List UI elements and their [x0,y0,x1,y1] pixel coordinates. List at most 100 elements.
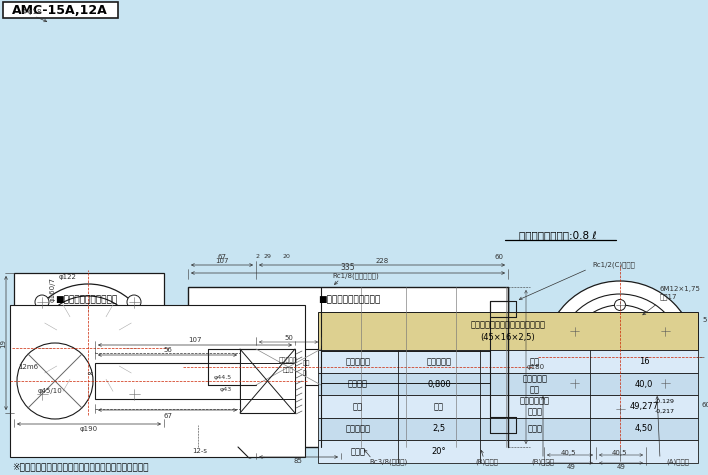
Circle shape [127,295,141,309]
Circle shape [247,452,253,458]
Text: 歯数: 歯数 [530,357,540,366]
Circle shape [615,300,625,311]
Circle shape [35,387,49,401]
Bar [256,349,321,385]
Text: 16: 16 [639,357,649,366]
Circle shape [650,350,664,364]
Text: 6M12×1,75
深さ17: 6M12×1,75 深さ17 [660,285,701,300]
Circle shape [594,331,646,383]
Text: 圧力角: 圧力角 [350,447,365,456]
Text: Rc1/8(エアー抜き): Rc1/8(エアー抜き) [333,273,379,279]
Circle shape [568,305,672,409]
Text: φ180: φ180 [527,364,545,370]
Circle shape [24,284,152,412]
Text: 12m6: 12m6 [18,364,38,370]
Text: φ43: φ43 [220,387,232,391]
Bar [318,350,698,373]
Bar [188,309,256,425]
Circle shape [617,380,624,387]
Bar [318,395,698,418]
Bar [318,440,698,463]
Text: 4,50: 4,50 [635,425,653,434]
Text: ■ストレート軸端部詳細: ■ストレート軸端部詳細 [55,295,118,304]
Text: ∞: ∞ [86,369,93,378]
Text: 49: 49 [566,464,576,470]
Circle shape [569,325,581,336]
Bar [3,2,118,18]
Text: φ122: φ122 [59,274,77,280]
Text: 20: 20 [282,255,290,259]
Text: オーバーピン
問距離: オーバーピン 問距離 [520,397,550,417]
Circle shape [598,335,605,342]
Text: (A)ポート: (A)ポート [666,459,689,466]
Text: 20°: 20° [432,447,446,456]
Text: 49,277: 49,277 [629,402,658,411]
Text: 228: 228 [375,258,389,264]
Text: 60: 60 [702,402,708,408]
Circle shape [615,403,625,415]
Circle shape [35,295,49,309]
Circle shape [127,387,141,401]
Circle shape [604,341,636,373]
Circle shape [77,337,99,359]
Bar [10,305,305,457]
Circle shape [576,350,590,364]
Text: 107: 107 [215,258,229,264]
Text: 歯形: 歯形 [353,402,363,411]
Text: 2: 2 [256,255,260,259]
Text: 面: 面 [303,370,307,376]
Text: Rc1/2(C)ポート: Rc1/2(C)ポート [592,262,635,268]
Text: 60: 60 [494,254,503,260]
Text: 49: 49 [617,464,625,470]
Circle shape [660,325,670,336]
Text: 56: 56 [163,347,172,353]
Text: (B)ポート: (B)ポート [476,459,498,466]
Bar [240,363,295,399]
Text: ピン径: ピン径 [527,425,542,434]
Text: (B)ポート: (B)ポート [532,459,554,466]
Text: ケーシング内油量:0.8 ℓ: ケーシング内油量:0.8 ℓ [519,230,597,240]
Text: 107: 107 [188,337,202,343]
Text: 4-φ18: 4-φ18 [22,9,42,15]
Bar [318,418,698,440]
Text: 0,800: 0,800 [427,380,451,389]
Bar [95,363,240,399]
Bar [318,373,698,395]
Text: スプライン: スプライン [279,357,298,363]
Text: ■外歯スプライン軸要目: ■外歯スプライン軸要目 [318,295,380,304]
Text: 5: 5 [702,317,707,323]
Circle shape [36,296,140,400]
Bar [188,287,508,447]
Text: -0,217: -0,217 [655,408,675,414]
Text: 取付: 取付 [303,360,311,366]
Text: 2,5: 2,5 [433,425,445,434]
Text: 歯面合わせ: 歯面合わせ [426,357,452,366]
Circle shape [617,327,624,334]
Bar [490,301,508,433]
Circle shape [17,343,93,419]
Text: 転位係数: 転位係数 [348,380,368,389]
Circle shape [50,310,126,386]
Text: 40,5: 40,5 [611,450,627,456]
Text: インボリュートスプライン軸要目
(45×16×2,5): インボリュートスプライン軸要目 (45×16×2,5) [471,320,545,342]
Circle shape [544,281,696,433]
Bar [318,312,698,350]
Circle shape [569,378,581,389]
Text: 29: 29 [264,255,272,259]
Text: -0.129: -0.129 [655,399,675,404]
Text: 335: 335 [341,264,355,273]
Text: 40,0: 40,0 [635,380,653,389]
Bar [14,273,164,413]
Text: φ44.5: φ44.5 [214,376,232,380]
Text: 50: 50 [284,335,293,341]
Circle shape [582,319,658,395]
Circle shape [66,326,110,370]
Text: Rc3/8(プラグ): Rc3/8(プラグ) [369,459,407,466]
Circle shape [557,294,683,420]
Text: 中心合わせ: 中心合わせ [346,357,370,366]
Text: AMC-15A,12A: AMC-15A,12A [12,3,108,17]
Text: φ160/7: φ160/7 [50,277,56,303]
Text: 85: 85 [294,458,302,464]
Text: 19: 19 [0,339,6,348]
Text: 軸空間: 軸空間 [283,367,294,373]
